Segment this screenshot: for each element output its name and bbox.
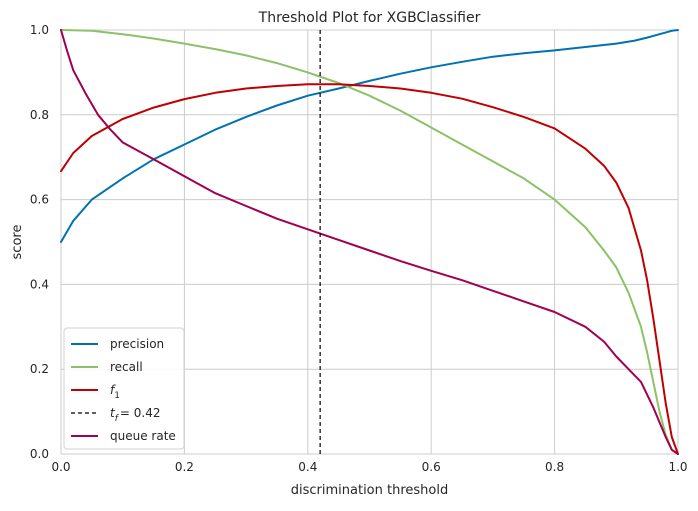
y-axis-label: score [10, 225, 25, 260]
legend-label: recall [110, 360, 143, 374]
y-tick-label: 0.0 [30, 447, 49, 461]
x-tick-label: 0.8 [545, 460, 564, 474]
chart-title: Threshold Plot for XGBClassifier [258, 10, 481, 26]
y-tick-label: 0.8 [30, 108, 49, 122]
series-layer [60, 29, 679, 455]
y-tick-label: 0.4 [30, 277, 49, 291]
legend-label: tf = 0.42 [110, 406, 160, 424]
legend-label: precision [110, 337, 164, 351]
x-tick-labels: 0.0 0.2 0.4 0.6 0.8 1.0 [51, 460, 687, 474]
series-line-precision [60, 29, 679, 243]
x-tick-label: 1.0 [668, 460, 687, 474]
legend-box [63, 327, 185, 450]
x-axis-label: discrimination threshold [291, 483, 448, 498]
series-line-f1 [60, 83, 679, 455]
y-tick-label: 0.2 [30, 362, 49, 376]
series-line-recall [60, 29, 679, 455]
x-tick-label: 0.0 [51, 460, 70, 474]
legend: precision recall f1 tf = 0.42 queue rate [63, 327, 185, 450]
series-line-queue-rate [60, 29, 679, 455]
x-tick-label: 0.4 [298, 460, 317, 474]
y-tick-label: 0.6 [30, 193, 49, 207]
legend-label: queue rate [110, 429, 176, 443]
x-tick-label: 0.6 [422, 460, 441, 474]
y-tick-label: 1.0 [30, 23, 49, 37]
x-tick-label: 0.2 [175, 460, 194, 474]
y-tick-labels: 0.0 0.2 0.4 0.6 0.8 1.0 [30, 23, 49, 461]
legend-label: f1 [110, 383, 120, 401]
